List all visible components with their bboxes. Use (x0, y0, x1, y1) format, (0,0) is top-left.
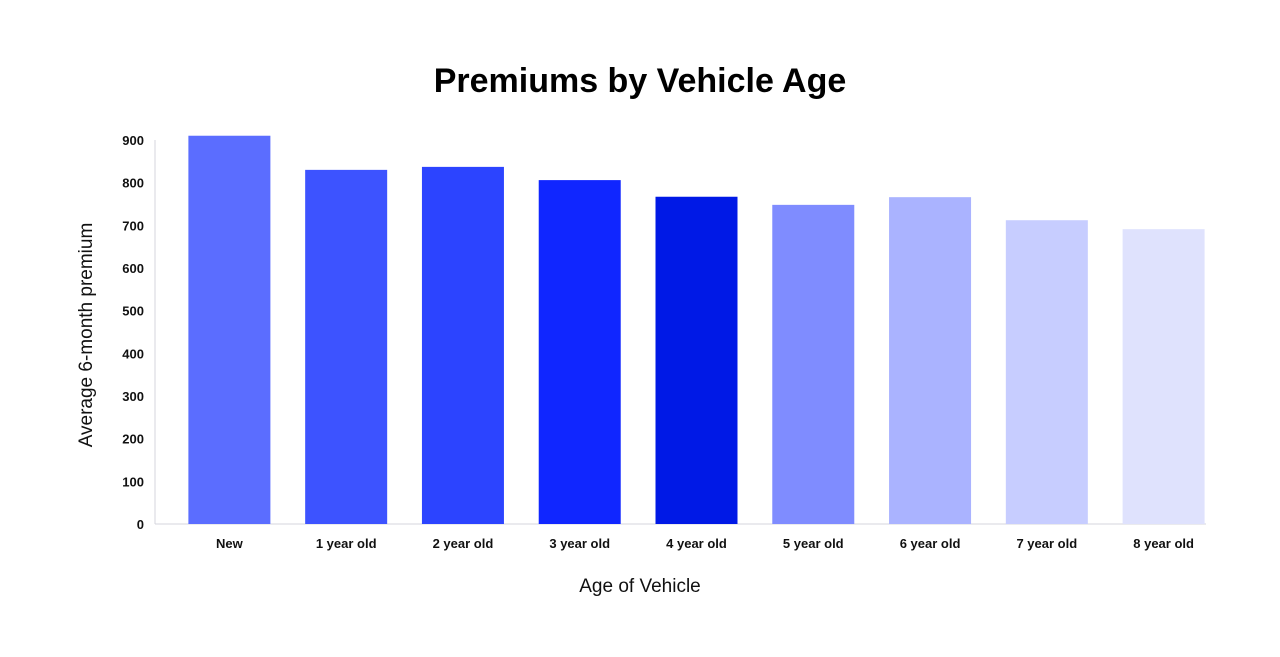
bar (889, 197, 972, 524)
y-tick-label: 200 (122, 432, 144, 447)
x-tick-label: 4 year old (666, 536, 727, 551)
x-tick-label: 5 year old (783, 536, 844, 551)
y-tick-label: 300 (122, 389, 144, 404)
x-tick-label: 6 year old (900, 536, 961, 551)
bar (421, 166, 504, 524)
bar (655, 196, 738, 524)
x-tick-label: 1 year old (316, 536, 377, 551)
bar (305, 169, 388, 524)
bar (188, 135, 271, 524)
bar (772, 204, 855, 524)
y-tick-label: 500 (122, 304, 144, 319)
y-tick-label: 700 (122, 218, 144, 233)
y-tick-label: 900 (122, 133, 144, 148)
x-tick-label: 8 year old (1133, 536, 1194, 551)
bar (538, 180, 621, 524)
y-tick-label: 0 (137, 517, 144, 532)
bar (1005, 220, 1088, 525)
y-tick-label: 400 (122, 346, 144, 361)
y-tick-group: 0 100 200 300 400 500 600 700 800 900 (122, 133, 144, 532)
y-tick-label: 600 (122, 261, 144, 276)
chart-title: Premiums by Vehicle Age (434, 62, 847, 100)
x-tick-label: 7 year old (1016, 536, 1077, 551)
x-tick-label: 2 year old (433, 536, 494, 551)
y-axis-title: Average 6-month premium (76, 223, 97, 448)
x-axis-title: Age of Vehicle (579, 576, 700, 597)
y-tick-label: 800 (122, 176, 144, 191)
y-tick-label: 100 (122, 474, 144, 489)
x-tick-group: New 1 year old 2 year old 3 year old 4 year … (216, 536, 1194, 551)
x-tick-label: 3 year old (549, 536, 610, 551)
bar (1122, 229, 1205, 524)
x-tick-label: New (216, 536, 244, 551)
bar-group (188, 135, 1205, 525)
